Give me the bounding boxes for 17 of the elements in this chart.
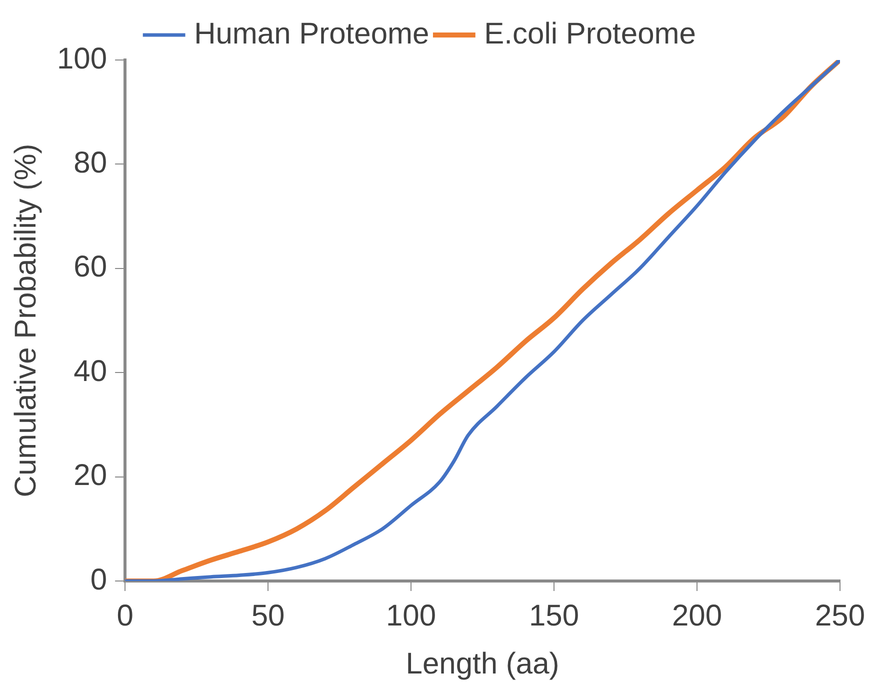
y-tick-label: 0: [90, 563, 108, 596]
y-tick-label: 60: [74, 250, 108, 284]
y-tick-label: 80: [74, 146, 108, 180]
line-series: [125, 60, 840, 581]
legend-label: Human Proteome: [194, 17, 430, 50]
x-tick-label: 150: [528, 599, 580, 632]
y-tick-label: 20: [74, 459, 108, 492]
x-tick-label: 0: [116, 599, 134, 632]
x-tick-label: 250: [814, 599, 866, 632]
y-tick-label: 40: [74, 354, 108, 388]
x-tick-label: 100: [386, 599, 436, 632]
y-tick-label: 100: [56, 42, 108, 76]
x-tick-label: 200: [672, 599, 722, 632]
x-axis-title: Length (aa): [406, 647, 560, 680]
legend-label: E.coli Proteome: [484, 17, 696, 50]
y-axis-title: Cumulative Probability (%): [9, 144, 42, 498]
x-tick-label: 50: [251, 599, 285, 632]
